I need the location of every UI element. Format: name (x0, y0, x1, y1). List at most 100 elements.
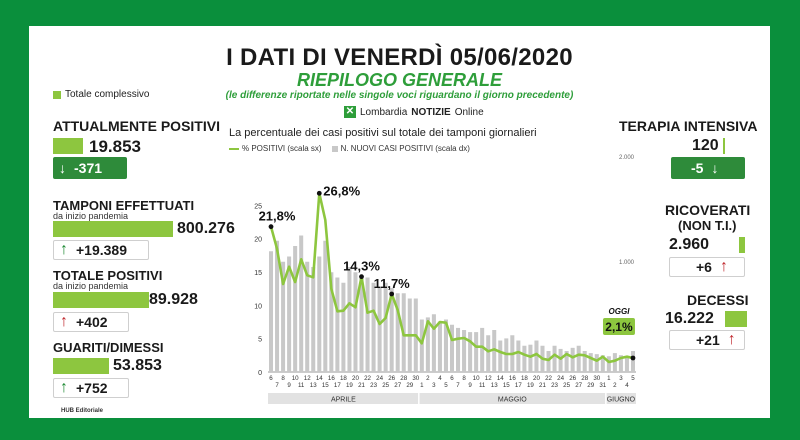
x-tick-label: 24 (376, 375, 383, 382)
x-tick-label: 10 (473, 375, 480, 382)
x-tick-label: 3 (432, 382, 436, 389)
x-tick-label: 3 (619, 375, 623, 382)
terapia-label: TERAPIA INTENSIVA (619, 118, 758, 134)
line-percent-positive (269, 191, 634, 364)
guariti-delta: ↑ +752 (53, 378, 129, 398)
bar-new-cases (419, 319, 424, 372)
guariti-label: GUARITI/DIMESSI (53, 340, 164, 355)
brand-prefix: Lombardia (360, 106, 408, 118)
bar-new-cases (377, 288, 382, 372)
annotation-point (268, 224, 274, 230)
bar-new-cases (293, 246, 298, 372)
bar-new-cases (275, 240, 280, 372)
guariti-value: 53.853 (113, 357, 162, 374)
page-subtitle: RIEPILOGO GENERALE (296, 70, 503, 90)
annotation-today-tag: OGGI (609, 307, 631, 316)
x-tick-label: 2 (613, 382, 617, 389)
x-tick-label: 27 (394, 382, 401, 389)
x-tick-label: 7 (275, 382, 279, 389)
infographic-card: I DATI DI VENERDÌ 05/06/2020 RIEPILOGO G… (29, 26, 770, 418)
bar-new-cases (299, 235, 304, 372)
terapia-value: 120 (692, 137, 719, 154)
bar-new-cases (570, 347, 575, 372)
totale-positivi-sublabel: da inizio pandemia (53, 281, 129, 291)
x-tick-label: 9 (468, 382, 472, 389)
decessi-delta: +21 ↑ (669, 330, 745, 350)
x-tick-label: 15 (503, 382, 510, 389)
bar-new-cases (431, 314, 436, 372)
bar-new-cases (630, 351, 635, 372)
page-note: (le differenze riportate nelle singole v… (225, 90, 574, 101)
tamponi-bar (53, 221, 173, 237)
bar-new-cases (329, 272, 334, 372)
x-tick-label: 13 (491, 382, 498, 389)
terapia-bar (723, 138, 725, 154)
arrow-up-icon: ↑ (60, 313, 68, 330)
bar-new-cases (522, 345, 527, 372)
x-tick-label: 11 (479, 382, 486, 389)
x-tick-label: 5 (631, 375, 635, 382)
x-tick-label: 22 (545, 375, 552, 382)
x-tick-label: 29 (406, 382, 413, 389)
bar-new-cases (558, 348, 563, 372)
legend-swatch-icon (53, 90, 61, 99)
y-left-tick-label: 25 (254, 203, 262, 210)
x-tick-label: 31 (599, 382, 606, 389)
bar-new-cases (323, 240, 328, 372)
bar-new-cases (594, 354, 599, 372)
bar-new-cases (437, 321, 442, 372)
bar-new-cases (618, 355, 623, 372)
annotation-label: 26,8% (323, 183, 360, 198)
arrow-up-icon: ↑ (60, 379, 68, 396)
x-tick-label: 24 (557, 375, 564, 382)
bar-new-cases (383, 282, 388, 372)
footer-credit: HUB Editoriale (61, 408, 104, 414)
bar-new-cases (588, 353, 593, 372)
ricoverati-sublabel: (NON T.I.) (678, 218, 737, 233)
y-left-tick-label: 10 (254, 303, 262, 310)
bar-new-cases (353, 272, 358, 372)
bar-new-cases (474, 332, 479, 372)
x-tick-label: 8 (462, 375, 466, 382)
x-tick-label: 2 (426, 375, 430, 382)
bar-new-cases (456, 327, 461, 372)
y-left-tick-label: 20 (254, 237, 262, 244)
arrow-up-icon: ↑ (719, 258, 728, 275)
bar-new-cases (564, 351, 569, 372)
annotation-point (359, 274, 364, 280)
x-tick-label: 1 (607, 375, 611, 382)
month-band (268, 393, 636, 404)
x-tick-label: 21 (358, 382, 365, 389)
bar-new-cases (395, 293, 400, 372)
x-tick-label: 26 (569, 375, 576, 382)
x-tick-label: 19 (527, 382, 534, 389)
arrow-down-icon: ↓ (59, 160, 66, 176)
x-tick-label: 14 (316, 375, 323, 382)
x-tick-label: 23 (551, 382, 558, 389)
brand-suffix: Online (454, 106, 484, 118)
positivity-chart: 05101520251.0002.00021,8%26,8%14,3%11,7%… (254, 155, 636, 404)
legend-bar-entry: N. NUOVI CASI POSITIVI (scala dx) (331, 144, 470, 153)
brand-logo: ✕ Lombardia NOTIZIE Online (344, 105, 484, 119)
x-tick-label: 25 (382, 382, 389, 389)
totale-positivi-bar (53, 292, 149, 308)
bar-new-cases (389, 288, 394, 372)
ricoverati-label: RICOVERATI (665, 202, 751, 218)
bar-new-cases (425, 317, 430, 372)
arrow-up-icon: ↑ (727, 331, 736, 348)
totale-positivi-delta: ↑ +402 (53, 312, 129, 332)
x-tick-label: 26 (388, 375, 395, 382)
y-right-tick-label: 2.000 (619, 155, 635, 161)
x-tick-label: 11 (298, 382, 305, 389)
x-tick-label: 18 (521, 375, 528, 382)
brand-mark-icon: ✕ (344, 106, 356, 118)
tamponi-sublabel: da inizio pandemia (53, 211, 129, 221)
month-label: GIUGNO (607, 397, 636, 404)
x-tick-label: 27 (575, 382, 582, 389)
brand-name: NOTIZIE (411, 106, 451, 118)
x-tick-label: 28 (400, 375, 407, 382)
bar-new-cases (606, 356, 611, 372)
bar-new-cases (546, 351, 551, 372)
bar-new-cases (528, 344, 533, 372)
decessi-value: 16.222 (665, 310, 714, 327)
